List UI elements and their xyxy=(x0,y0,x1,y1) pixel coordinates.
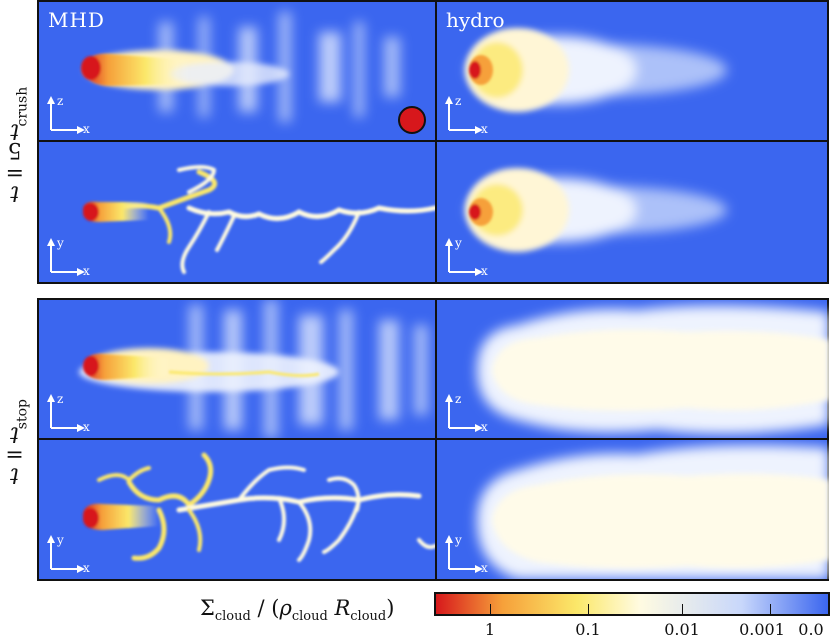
row-label-t-stop: t = tstop xyxy=(5,399,31,488)
axis-label-z: z xyxy=(57,94,64,108)
panel-divider-horizontal xyxy=(39,438,827,440)
panel-mhd-xy-stop: y x xyxy=(39,440,435,579)
axis-label-z: z xyxy=(455,94,462,108)
colorbar-tick xyxy=(770,604,771,616)
axis-label-x: x xyxy=(481,122,488,136)
axis-label-x: x xyxy=(83,561,90,575)
axis-label-x: x xyxy=(481,561,488,575)
panel-hydro-xz-crush: hydro z x xyxy=(437,2,829,140)
colorbar-tick xyxy=(490,604,491,616)
panel-mhd-xz-stop: z x xyxy=(39,300,435,438)
colorbar-tick-label: 0.0 xyxy=(798,620,824,639)
axis-label-y: y xyxy=(57,236,64,250)
axes-indicator: z x xyxy=(445,392,488,434)
column-title-hydro: hydro xyxy=(446,8,505,32)
axis-label-x: x xyxy=(83,420,90,434)
panel-hydro-xz-stop: z x xyxy=(437,300,829,438)
axis-label-z: z xyxy=(455,392,462,406)
panel-hydro-xy-stop: y x xyxy=(437,440,829,579)
colorbar-tick-label: 1 xyxy=(484,620,496,639)
axis-label-x: x xyxy=(83,122,90,136)
axes-indicator: z x xyxy=(445,94,488,136)
axis-label-y: y xyxy=(455,236,462,250)
axis-label-y: y xyxy=(455,533,462,547)
axes-indicator: z x xyxy=(47,94,90,136)
figure-block-crush: MHD z x hydro z x xyxy=(37,0,829,284)
panel-mhd-xy-crush: y x xyxy=(39,142,435,282)
figure-block-stop: z x z x xyxy=(37,298,829,581)
row-label-t-crush: t = 5 tcrush xyxy=(5,86,31,206)
panel-divider-horizontal xyxy=(39,140,827,142)
axis-label-y: y xyxy=(57,533,64,547)
colorbar xyxy=(434,592,830,616)
axis-label-z: z xyxy=(57,392,64,406)
axes-indicator: z x xyxy=(47,392,90,434)
colorbar-tick xyxy=(682,604,683,616)
axes-indicator: y x xyxy=(47,533,90,575)
colorbar-tick xyxy=(588,604,589,616)
column-title-mhd: MHD xyxy=(48,8,105,32)
cloud-size-marker xyxy=(398,106,426,134)
colorbar-tick-label: 0.1 xyxy=(575,620,601,639)
axes-indicator: y x xyxy=(445,236,488,278)
axes-indicator: y x xyxy=(445,533,488,575)
axis-label-x: x xyxy=(83,264,90,278)
panel-divider-vertical xyxy=(435,2,437,282)
colorbar-tick-label: 0.001 xyxy=(739,620,785,639)
axes-indicator: y x xyxy=(47,236,90,278)
panel-hydro-xy-crush: y x xyxy=(437,142,829,282)
panel-mhd-xz-crush: MHD z x xyxy=(39,2,435,140)
colorbar-label: Σcloud / (ρcloud Rcloud) xyxy=(200,596,395,625)
axis-label-x: x xyxy=(481,264,488,278)
axis-label-x: x xyxy=(481,420,488,434)
colorbar-tick-label: 0.01 xyxy=(664,620,700,639)
